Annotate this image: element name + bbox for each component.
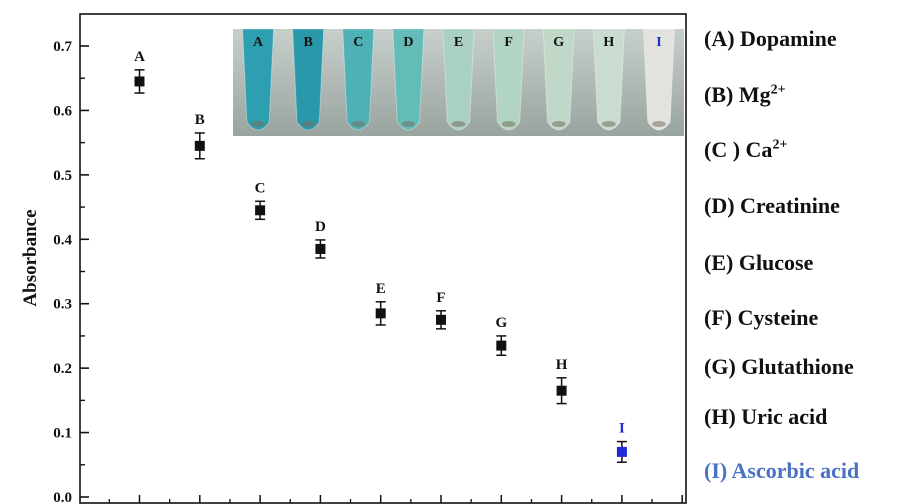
point-label: A (134, 49, 145, 65)
tube-label: C (353, 35, 363, 50)
point-a: A (134, 49, 145, 94)
legend-superscript: 2+ (772, 137, 788, 153)
point-d: D (315, 219, 326, 259)
point-label: I (619, 421, 625, 437)
tube-d: D (392, 28, 425, 131)
marker (375, 308, 386, 319)
legend-label: (A) Dopamine (704, 26, 837, 51)
legend-label: (B) Mg (704, 82, 771, 107)
tube-a: A (241, 28, 275, 131)
tube-g: G (542, 28, 575, 131)
marker (436, 314, 446, 325)
point-f: F (436, 290, 446, 330)
data-points: A B C D E F G H I (134, 49, 627, 463)
tube-b: B (292, 28, 325, 131)
marker (255, 205, 266, 216)
legend-item: (I) Ascorbic acid (704, 458, 859, 484)
inset-photo: A B C D E F G H I (233, 28, 684, 136)
point-b: B (194, 112, 205, 160)
point-label: H (556, 357, 568, 373)
legend-item: (G) Glutathione (704, 354, 854, 380)
tube-e: E (442, 28, 475, 131)
tube-label: F (504, 35, 513, 50)
tube-label: D (403, 35, 413, 50)
point-label: G (495, 315, 507, 331)
y-axis-label: Absorbance (20, 209, 41, 306)
point-h: H (556, 357, 568, 405)
legend-item: (F) Cysteine (704, 305, 818, 331)
tube-h: H (592, 28, 625, 131)
marker (556, 385, 567, 396)
y-tick-label: 0.5 (53, 168, 72, 184)
marker (134, 76, 145, 87)
tube-label: E (454, 35, 463, 50)
legend-label: (C ) Ca (704, 137, 773, 162)
marker (194, 140, 205, 151)
marker (616, 446, 627, 457)
point-label: F (436, 290, 445, 306)
point-label: E (376, 281, 386, 297)
point-g: G (495, 315, 507, 357)
point-label: B (195, 112, 205, 128)
y-tick-label: 0.1 (53, 426, 72, 442)
marker (315, 243, 326, 254)
legend-item: (E) Glucose (704, 250, 813, 276)
tube-i: I (642, 28, 676, 131)
point-label: C (255, 180, 266, 196)
tube-c: C (342, 28, 375, 131)
plot-frame (79, 13, 687, 504)
legend-item: (C ) Ca2+ (704, 137, 787, 163)
tube-f: F (492, 28, 525, 131)
y-tick-label: 0.4 (53, 232, 72, 248)
tube-label: H (603, 35, 614, 50)
legend-label: (I) Ascorbic acid (704, 458, 860, 483)
y-tick-label: 0.2 (53, 361, 72, 377)
legend-label: (E) Glucose (704, 250, 814, 275)
marker (496, 340, 507, 351)
y-tick-label: 0.3 (53, 297, 72, 313)
legend-label: (G) Glutathione (704, 354, 854, 379)
point-c: C (255, 180, 266, 221)
legend-item: (D) Creatinine (704, 193, 840, 219)
legend-item: (H) Uric acid (704, 404, 827, 430)
legend-superscript: 2+ (770, 82, 786, 98)
legend-item: (B) Mg2+ (704, 82, 786, 108)
legend-label: (D) Creatinine (704, 193, 840, 218)
tube-label: B (303, 35, 312, 50)
legend-label: (H) Uric acid (704, 404, 828, 429)
legend-item: (A) Dopamine (704, 26, 837, 52)
point-label: D (315, 219, 326, 235)
tube-label: A (253, 35, 264, 50)
y-axis: 0.0 0.1 0.2 0.3 0.4 0.5 0.6 0.7 (53, 39, 89, 504)
tube-label: I (656, 35, 661, 50)
point-e: E (375, 281, 386, 326)
point-i: I (616, 421, 627, 463)
y-tick-label: 0.7 (53, 39, 72, 55)
tube-label: G (553, 35, 564, 50)
x-axis (108, 495, 683, 503)
y-tick-label: 0.0 (53, 490, 72, 504)
legend-label: (F) Cysteine (704, 305, 819, 330)
y-tick-label: 0.6 (53, 103, 72, 119)
